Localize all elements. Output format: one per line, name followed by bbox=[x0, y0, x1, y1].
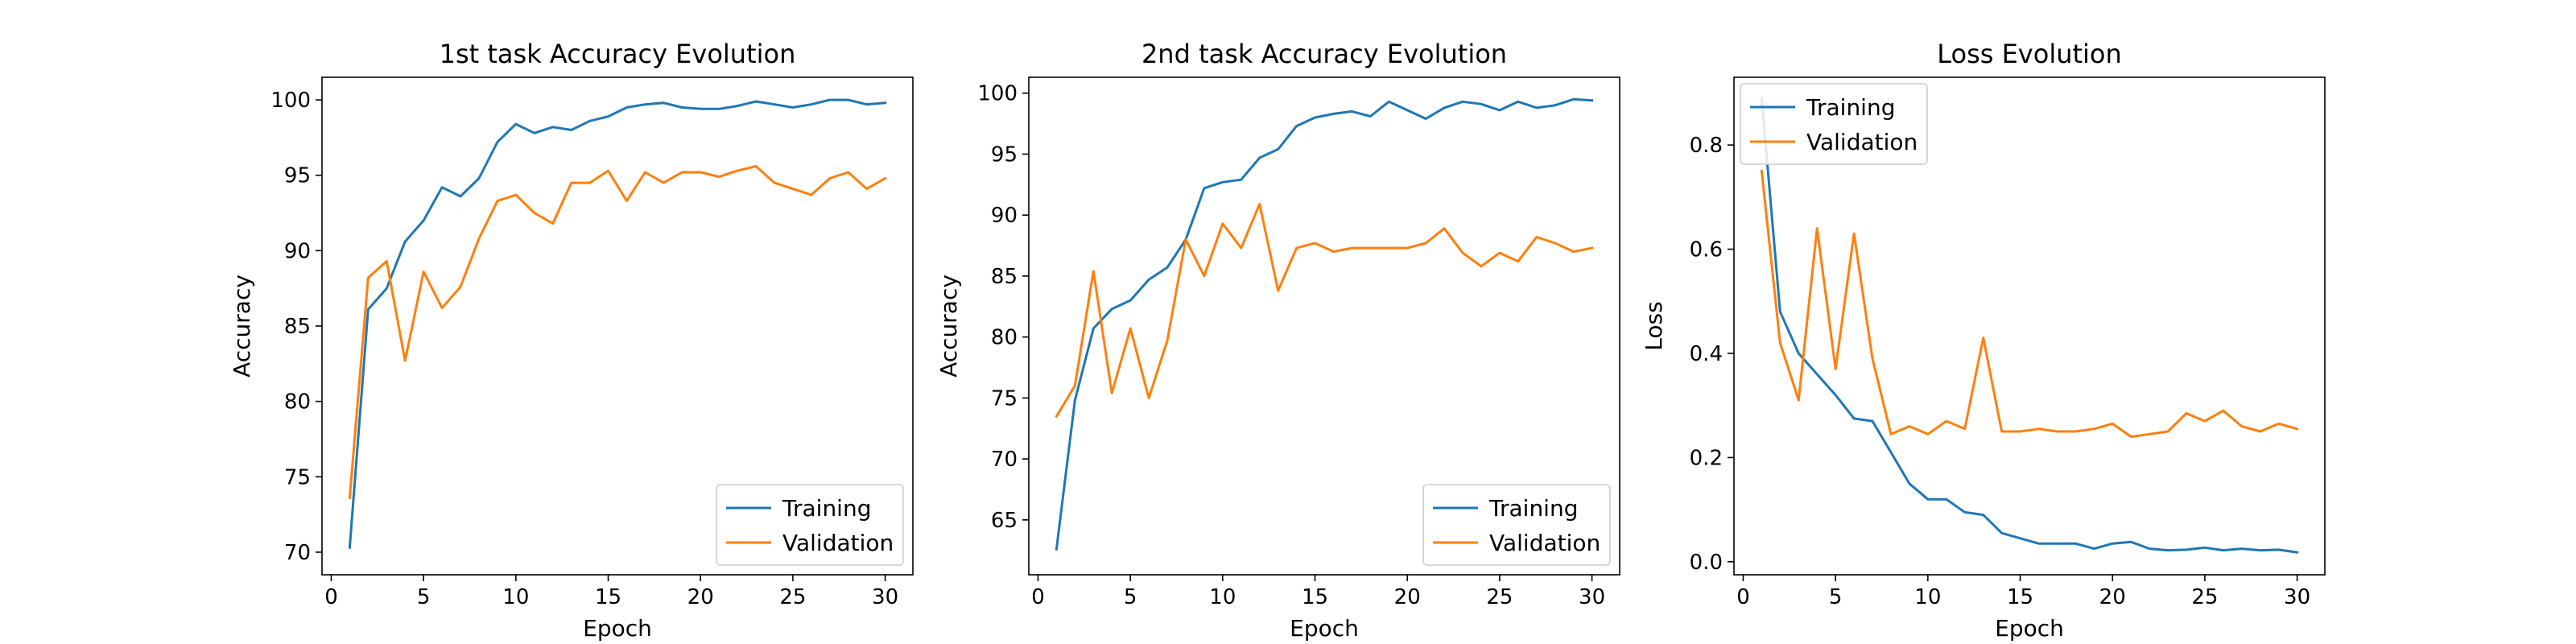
x-tick-label: 20 bbox=[1394, 585, 1421, 609]
legend-entry: Validation bbox=[782, 530, 894, 556]
legend-entry: Training bbox=[1488, 495, 1578, 522]
x-tick-label: 15 bbox=[595, 585, 621, 609]
x-tick-label: 30 bbox=[1579, 585, 1605, 609]
y-tick-label: 100 bbox=[270, 89, 311, 113]
chart-panel-2: 2nd task Accuracy Evolution 0 5 10 15 20 25 30 6… bbox=[935, 39, 1620, 642]
x-tick-label: 0 bbox=[1031, 585, 1045, 609]
y-tick-label: 0.4 bbox=[1690, 342, 1723, 366]
legend-entry: Validation bbox=[1489, 530, 1600, 556]
x-tick-label: 5 bbox=[417, 585, 431, 609]
chart-title: 2nd task Accuracy Evolution bbox=[1141, 39, 1507, 69]
y-tick-label: 70 bbox=[284, 541, 311, 565]
x-axis-label: Epoch bbox=[1995, 615, 2064, 642]
legend-box bbox=[716, 484, 904, 566]
x-tick-label: 10 bbox=[502, 585, 529, 609]
legend-box bbox=[1422, 484, 1611, 566]
y-tick-label: 85 bbox=[284, 315, 311, 339]
y-tick-label: 75 bbox=[284, 465, 311, 489]
x-tick-label: 20 bbox=[2099, 585, 2126, 609]
y-tick-label: 95 bbox=[284, 164, 311, 188]
x-tick-label: 15 bbox=[1302, 585, 1328, 609]
y-axis-label: Accuracy bbox=[229, 275, 255, 378]
chart-panel-3: Loss Evolution 0 5 10 15 20 25 30 0.0 0.2 0.4 0.6 0.… bbox=[1641, 39, 2326, 642]
y-tick-label: 0.8 bbox=[1690, 134, 1723, 158]
y-tick-label: 95 bbox=[991, 142, 1018, 167]
y-tick-label: 65 bbox=[991, 509, 1018, 533]
legend: Training Validation bbox=[716, 484, 904, 566]
legend: Training Validation bbox=[1422, 484, 1611, 566]
legend-box bbox=[1740, 83, 1928, 165]
x-tick-label: 10 bbox=[1209, 585, 1236, 609]
x-tick-label: 30 bbox=[2284, 585, 2310, 609]
y-tick-label: 0.0 bbox=[1690, 551, 1723, 575]
x-axis-label: Epoch bbox=[583, 615, 652, 642]
y-tick-label: 100 bbox=[977, 82, 1018, 106]
x-tick-label: 20 bbox=[687, 585, 714, 609]
y-tick-label: 80 bbox=[991, 326, 1018, 350]
y-tick-label: 90 bbox=[284, 239, 311, 263]
legend-entry: Training bbox=[1806, 94, 1895, 121]
legend-entry: Validation bbox=[1806, 129, 1918, 155]
y-axis-label: Loss bbox=[1641, 301, 1667, 350]
series-line-training bbox=[1055, 97, 1594, 551]
x-tick-label: 5 bbox=[1829, 585, 1843, 609]
x-tick-label: 30 bbox=[872, 585, 898, 609]
chart-title: 1st task Accuracy Evolution bbox=[440, 39, 796, 69]
series-line-validation bbox=[348, 165, 887, 500]
x-tick-label: 15 bbox=[2007, 585, 2033, 609]
plot-frame bbox=[1028, 76, 1620, 576]
y-tick-label: 85 bbox=[991, 265, 1018, 289]
y-tick-label: 70 bbox=[991, 448, 1018, 472]
x-tick-label: 25 bbox=[2191, 585, 2218, 609]
series-line-training bbox=[348, 98, 887, 549]
x-tick-label: 10 bbox=[1914, 585, 1941, 609]
x-tick-label: 0 bbox=[1736, 585, 1750, 609]
series-line-validation bbox=[1760, 169, 2299, 438]
series-line-validation bbox=[1055, 203, 1594, 419]
y-tick-label: 90 bbox=[991, 204, 1018, 228]
chart-panel-1: 1st task Accuracy Evolution 0 5 10 15 20 25 30 7… bbox=[229, 39, 914, 642]
legend: Training Validation bbox=[1740, 83, 1928, 165]
y-tick-label: 0.6 bbox=[1690, 238, 1723, 262]
series-line-training bbox=[1760, 97, 2299, 554]
y-axis-label: Accuracy bbox=[935, 275, 962, 378]
y-tick-label: 75 bbox=[991, 386, 1018, 411]
plot-frame bbox=[1733, 76, 2326, 576]
chart-title: Loss Evolution bbox=[1937, 39, 2122, 69]
x-tick-label: 25 bbox=[1486, 585, 1513, 609]
x-tick-label: 5 bbox=[1124, 585, 1137, 609]
y-tick-label: 0.2 bbox=[1690, 446, 1723, 470]
x-axis-label: Epoch bbox=[1290, 615, 1359, 642]
legend-entry: Training bbox=[782, 495, 871, 522]
x-tick-label: 25 bbox=[779, 585, 806, 609]
x-tick-label: 0 bbox=[324, 585, 338, 609]
y-tick-label: 80 bbox=[284, 390, 311, 415]
plot-frame bbox=[321, 76, 914, 576]
